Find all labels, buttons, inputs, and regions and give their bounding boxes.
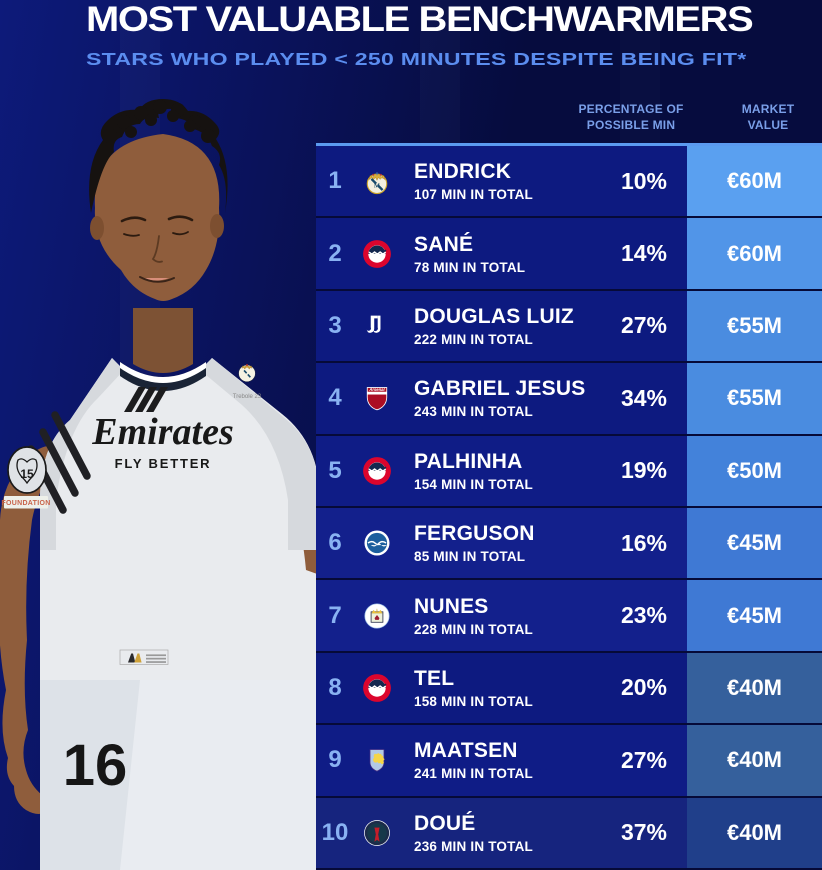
svg-text:15: 15 [20, 467, 34, 481]
svg-text:Arsenal: Arsenal [368, 387, 385, 392]
svg-text:Trebole 23: Trebole 23 [233, 394, 262, 400]
svg-text:Emirates: Emirates [91, 411, 233, 453]
svg-text:16: 16 [63, 733, 128, 798]
svg-text:FOUNDATION: FOUNDATION [1, 500, 50, 507]
svg-text:FLY BETTER: FLY BETTER [115, 456, 212, 471]
svg-text:M: M [374, 182, 380, 189]
